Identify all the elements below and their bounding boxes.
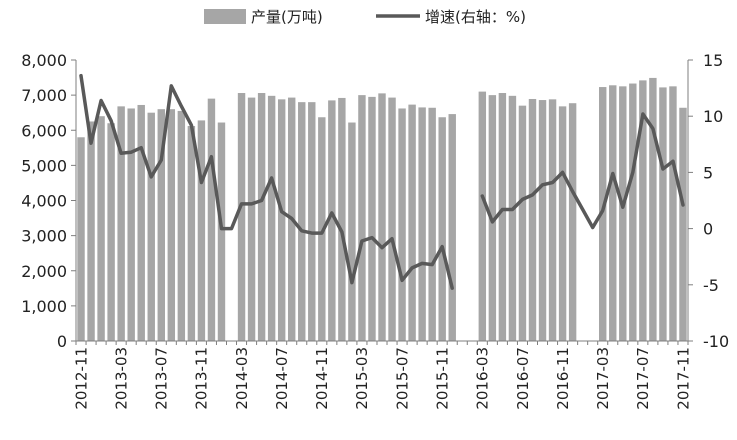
legend-swatch-production (204, 9, 246, 24)
bar-2016-06 (508, 95, 517, 341)
bar-2017-07 (639, 80, 647, 341)
bar-2012-12 (87, 121, 95, 341)
bar-2014-12 (328, 100, 336, 341)
bar-2013-08 (167, 109, 176, 341)
right-tick-label: 5 (703, 163, 713, 182)
bar-2014-11 (318, 117, 326, 341)
bar-2016-11 (558, 106, 567, 342)
bar-2017-09 (659, 87, 667, 342)
left-tick-label: 8,000 (21, 51, 67, 70)
growth-line-segment-2 (480, 112, 685, 230)
left-axis-ticks: 0 1,000 2,000 3,000 4,000 5,000 6,000 7,000 8,00… (21, 51, 76, 351)
left-tick-label: 4,000 (21, 192, 67, 211)
x-tick-label: 2016-03 (474, 347, 492, 410)
bar-2014-09 (298, 102, 306, 342)
right-tick-label: -5 (703, 276, 719, 295)
bar-2012-11 (77, 137, 85, 341)
bar-2014-04 (247, 97, 256, 342)
bar-2017-03 (599, 87, 607, 341)
x-tick-label: 2012-11 (72, 347, 90, 410)
left-tick-label: 2,000 (21, 262, 67, 281)
x-tick-label: 2017-07 (634, 347, 652, 410)
bar-2013-02 (107, 123, 115, 341)
bar-2017-11 (679, 107, 687, 342)
bar-2014-05 (257, 93, 266, 341)
right-axis-ticks: -10 -5 0 5 10 15 (688, 51, 729, 351)
bar-2016-10 (548, 99, 557, 341)
bar-2015-03 (358, 95, 366, 341)
x-axis-ticks: 2012-11 2013-03 2013-07 2013-11 2014-03 2014-… (72, 341, 692, 410)
bar-2013-06 (147, 112, 155, 341)
bar-2013-11 (197, 120, 206, 341)
bar-2013-05 (137, 104, 145, 342)
right-tick-label: 15 (703, 51, 723, 70)
left-tick-label: 7,000 (21, 86, 67, 105)
legend-label-production: 产量(万吨) (251, 8, 323, 26)
bar-2015-02 (348, 122, 356, 342)
legend-label-growth: 增速(右轴：%) (425, 8, 526, 26)
x-tick-label: 2014-11 (313, 347, 331, 410)
bar-2013-03 (117, 106, 125, 342)
right-tick-label: 0 (703, 220, 713, 239)
bar-2016-09 (538, 100, 547, 341)
bar-2015-05 (378, 93, 386, 342)
left-tick-label: 3,000 (21, 227, 67, 246)
x-tick-label: 2015-11 (433, 347, 451, 410)
line-series (79, 73, 685, 290)
x-tick-label: 2016-11 (554, 347, 572, 410)
x-tick-label: 2013-07 (153, 347, 171, 410)
x-tick-label: 2017-11 (674, 347, 692, 410)
right-tick-label: -10 (703, 332, 729, 351)
bar-2015-01 (338, 97, 346, 341)
bar-2016-05 (498, 93, 507, 341)
left-tick-label: 0 (57, 332, 67, 351)
bar-2017-06 (629, 83, 637, 341)
bar-2013-04 (127, 108, 135, 341)
bar-2014-10 (308, 102, 316, 342)
bar-2016-07 (518, 105, 527, 341)
bar-2015-09 (418, 107, 426, 341)
bar-2015-10 (428, 107, 436, 342)
bar-2014-06 (267, 95, 276, 341)
bar-2015-11 (438, 117, 446, 341)
bar-2014-03 (237, 93, 246, 341)
bar-2013-10 (187, 126, 196, 341)
x-tick-label: 2013-03 (112, 347, 130, 410)
bar-2013-01 (97, 116, 105, 341)
x-tick-label: 2014-07 (273, 347, 291, 410)
bar-2014-07 (277, 99, 286, 341)
bar-2013-12 (207, 98, 216, 341)
left-tick-label: 6,000 (21, 121, 67, 140)
left-tick-label: 5,000 (21, 156, 67, 175)
bar-2016-03 (478, 91, 487, 341)
left-tick-label: 1,000 (21, 297, 67, 316)
bar-2013-07 (157, 109, 165, 341)
bar-2015-07 (398, 108, 406, 341)
x-tick-label: 2015-03 (353, 347, 371, 410)
legend: 产量(万吨) 增速(右轴：%) (204, 8, 526, 26)
x-tick-label: 2014-03 (233, 347, 251, 410)
x-tick-label: 2015-07 (393, 347, 411, 410)
bar-2015-04 (368, 96, 376, 341)
x-tick-label: 2017-03 (594, 347, 612, 410)
right-tick-label: 10 (703, 107, 723, 126)
bar-2014-01 (217, 122, 226, 342)
x-tick-label: 2016-07 (514, 347, 532, 410)
bar-2017-04 (609, 85, 617, 341)
bar-2015-08 (408, 104, 416, 341)
bar-2017-05 (619, 86, 627, 341)
x-tick-label: 2013-11 (193, 347, 211, 410)
bar-2017-10 (669, 86, 677, 341)
bar-2016-08 (528, 98, 537, 342)
bar-2013-09 (177, 110, 186, 342)
growth-line-segment-1 (79, 73, 454, 290)
bar-2017-08 (649, 77, 657, 341)
bar-2016-12 (568, 103, 577, 341)
bar-2015-12 (448, 114, 456, 341)
bar-2015-06 (388, 97, 396, 342)
